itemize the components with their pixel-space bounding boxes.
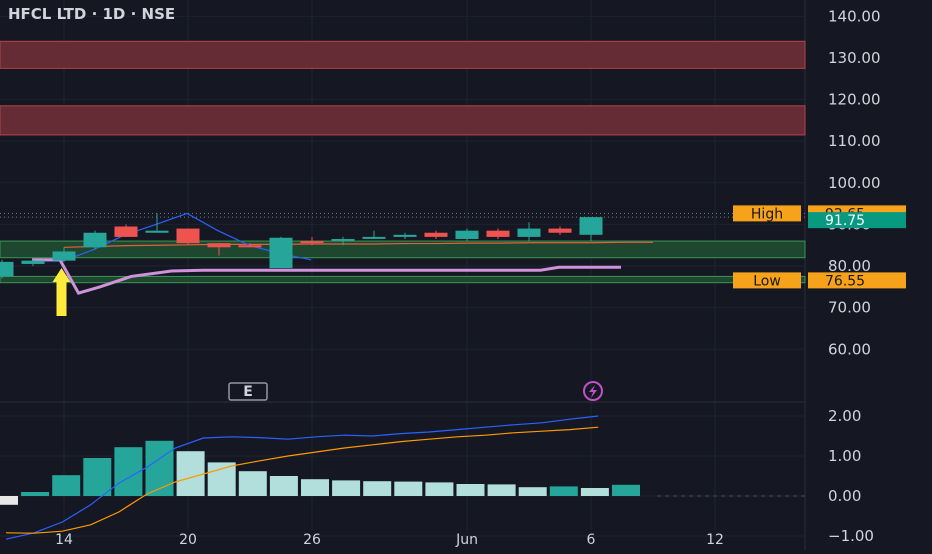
- candle-body: [393, 234, 417, 237]
- line-layer: E: [0, 212, 805, 401]
- candle-body: [331, 238, 355, 242]
- y-tick-label: 120.00: [828, 91, 881, 109]
- histogram-bar: [332, 480, 361, 496]
- lightning-icon-bolt: [589, 385, 597, 398]
- price-tag-value: 76.55: [825, 273, 865, 289]
- histogram-bar: [425, 482, 454, 496]
- oscillator-y-tick-label: 1.00: [828, 447, 861, 465]
- histogram-layer: [0, 415, 805, 540]
- histogram-bar: [0, 496, 18, 505]
- histogram-bar: [580, 488, 609, 496]
- earnings-event-marker: E: [228, 382, 268, 401]
- zone-layer: [0, 40, 806, 284]
- histogram-bar: [238, 471, 267, 496]
- candle-layer: [0, 213, 603, 279]
- event-marker-box: [228, 382, 268, 401]
- y-tick-label: 110.00: [828, 132, 881, 150]
- ema-line: [63, 241, 653, 248]
- price-tag-value: 91.75: [825, 213, 865, 229]
- y-tick-label: 100.00: [828, 174, 881, 192]
- candle-body: [207, 243, 231, 248]
- histogram-bar: [114, 447, 143, 496]
- x-tick-label: 20: [179, 532, 197, 548]
- candle-body: [0, 261, 14, 277]
- candle-body: [145, 230, 169, 233]
- price-tag-label-box: [733, 272, 801, 289]
- candle-body: [548, 228, 572, 233]
- histogram-bar: [52, 475, 81, 496]
- histogram-bar: [456, 484, 485, 496]
- axis-layer[interactable]: 140.00130.00120.00110.00100.0090.0080.00…: [55, 7, 880, 548]
- price-tag: 91.75: [808, 212, 906, 229]
- histogram-bar: [612, 484, 640, 496]
- y-tick-label: 140.00: [828, 7, 881, 25]
- histogram-bar: [363, 481, 392, 496]
- oscillator-y-tick-label: −1.00: [828, 527, 874, 545]
- candle-body: [21, 260, 45, 264]
- candle-body: [114, 226, 138, 237]
- candle-body: [300, 241, 324, 244]
- x-tick-label: 26: [303, 532, 321, 548]
- price-tag-label: High: [751, 206, 783, 222]
- candle-body: [455, 230, 479, 239]
- macd-line: [5, 415, 599, 540]
- y-tick-label: 70.00: [828, 299, 871, 317]
- swing-line: [32, 212, 312, 262]
- price-tag: Low 76.55: [733, 272, 906, 289]
- histogram-bar: [549, 486, 578, 496]
- resistance-zone: [0, 105, 806, 136]
- candle-body: [269, 237, 293, 269]
- candle-body: [238, 245, 262, 248]
- y-tick-label: 80.00: [828, 257, 871, 275]
- histogram-bar: [518, 487, 547, 496]
- lightning-icon: [583, 381, 603, 401]
- candle-body: [579, 217, 603, 235]
- histogram-bar: [394, 481, 423, 496]
- histogram-bar: [145, 440, 174, 496]
- price-tag-value-box: [808, 272, 906, 289]
- histogram-bar: [301, 479, 329, 496]
- y-tick-label: 130.00: [828, 49, 881, 67]
- price-tag-value-box: [808, 212, 906, 229]
- price-tag-label-box: [733, 205, 801, 222]
- candle-body: [362, 236, 386, 239]
- y-tick-label: 60.00: [828, 340, 871, 358]
- chart-title: HFCL LTD · 1D · NSE: [8, 5, 175, 23]
- lightning-icon-circle: [583, 381, 603, 401]
- candle-body: [486, 230, 510, 237]
- support-zone: [0, 275, 806, 284]
- event-marker-label: E: [243, 384, 253, 400]
- x-tick-label: Jun: [455, 532, 478, 548]
- candle-body: [424, 232, 448, 237]
- histogram-bar: [487, 484, 516, 496]
- histogram-bar: [176, 451, 205, 496]
- signal-line: [5, 426, 599, 534]
- buy-signal-arrow: [52, 268, 71, 316]
- histogram-bar: [207, 462, 236, 496]
- x-tick-label: 14: [55, 532, 73, 548]
- price-tag-label: Low: [753, 273, 781, 289]
- oscillator-y-tick-label: 0.00: [828, 487, 861, 505]
- x-tick-label: 12: [706, 532, 724, 548]
- candle-body: [52, 251, 76, 261]
- histogram-bar: [83, 458, 112, 496]
- resistance-zone: [0, 40, 806, 69]
- x-tick-label: 6: [587, 532, 596, 548]
- candle-body: [176, 228, 200, 244]
- candle-body: [517, 228, 541, 237]
- candle-body: [83, 232, 107, 248]
- histogram-bar: [269, 476, 298, 496]
- histogram-bar: [21, 492, 50, 496]
- oscillator-y-tick-label: 2.00: [828, 407, 861, 425]
- trailing-stop-line: [32, 258, 621, 295]
